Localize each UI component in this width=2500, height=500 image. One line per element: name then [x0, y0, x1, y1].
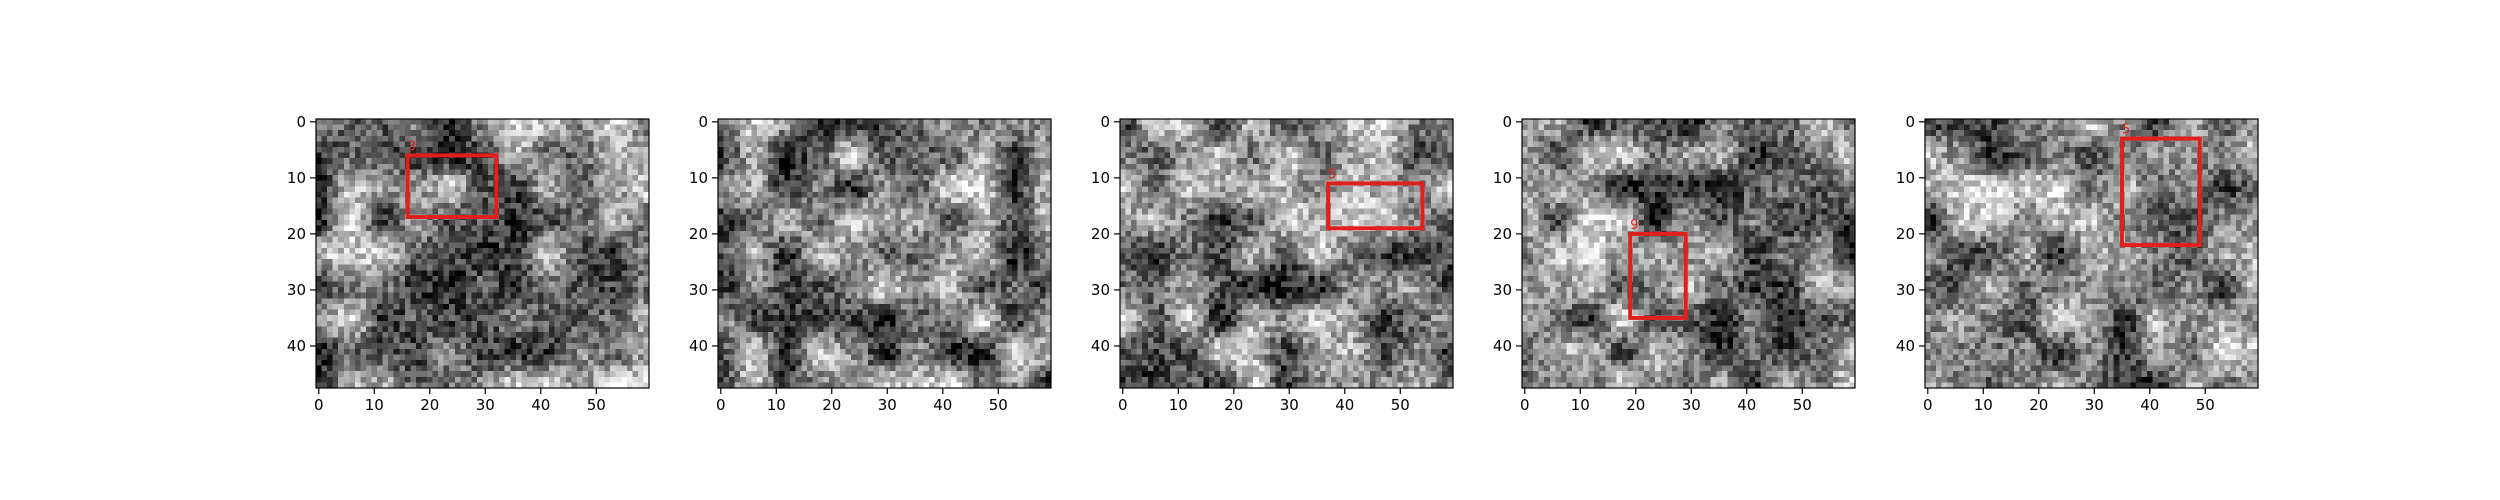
x-tick-label: 10 — [1571, 396, 1590, 414]
image-pixels — [316, 119, 649, 388]
y-tick-label: 40 — [1896, 337, 1915, 355]
bounding-box — [405, 153, 499, 220]
box-label: 3 — [408, 139, 416, 154]
y-tick-label: 10 — [287, 169, 306, 187]
x-tick-label: 0 — [1923, 396, 1933, 414]
box-label: 5 — [2122, 123, 2130, 138]
x-tick-label: 30 — [476, 396, 495, 414]
y-tick-label: 20 — [1896, 225, 1915, 243]
image-pixels — [1522, 119, 1855, 388]
y-tick-label: 30 — [287, 281, 306, 299]
y-tick-label: 40 — [1493, 337, 1512, 355]
x-tick-label: 50 — [989, 396, 1008, 414]
axes-frame — [315, 118, 650, 389]
x-tick-label: 30 — [1682, 396, 1701, 414]
x-tick-label: 50 — [587, 396, 606, 414]
bounding-box — [2120, 136, 2202, 248]
y-tick-label: 10 — [689, 169, 708, 187]
x-tick-label: 50 — [2196, 396, 2215, 414]
x-tick-label: 30 — [878, 396, 897, 414]
y-tick-label: 0 — [1100, 113, 1110, 131]
y-tick-label: 30 — [1091, 281, 1110, 299]
x-tick-label: 10 — [767, 396, 786, 414]
x-tick-label: 50 — [1391, 396, 1410, 414]
x-tick-label: 40 — [2140, 396, 2159, 414]
x-tick-label: 20 — [2029, 396, 2048, 414]
bounding-box — [1326, 181, 1425, 231]
box-label: 5 — [1328, 167, 1336, 182]
x-tick-label: 40 — [933, 396, 952, 414]
bounding-box — [1628, 231, 1688, 320]
x-tick-label: 20 — [420, 396, 439, 414]
x-tick-label: 20 — [1626, 396, 1645, 414]
image-pixels — [718, 119, 1051, 388]
y-tick-label: 10 — [1091, 169, 1110, 187]
y-tick-label: 0 — [1502, 113, 1512, 131]
y-tick-label: 0 — [1905, 113, 1915, 131]
axes-frame — [717, 118, 1052, 389]
x-tick-label: 0 — [314, 396, 324, 414]
x-tick-label: 40 — [1335, 396, 1354, 414]
y-tick-label: 30 — [689, 281, 708, 299]
axes-frame — [1119, 118, 1454, 389]
y-tick-label: 20 — [1091, 225, 1110, 243]
y-tick-label: 40 — [287, 337, 306, 355]
y-tick-label: 40 — [1091, 337, 1110, 355]
y-tick-label: 10 — [1493, 169, 1512, 187]
image-pixels — [1925, 119, 2258, 388]
y-tick-label: 20 — [287, 225, 306, 243]
x-tick-label: 40 — [531, 396, 550, 414]
y-tick-label: 0 — [698, 113, 708, 131]
y-tick-label: 30 — [1493, 281, 1512, 299]
x-tick-label: 50 — [1793, 396, 1812, 414]
axes-frame — [1924, 118, 2259, 389]
y-tick-label: 30 — [1896, 281, 1915, 299]
x-tick-label: 0 — [716, 396, 726, 414]
x-tick-label: 0 — [1520, 396, 1530, 414]
x-tick-label: 0 — [1118, 396, 1128, 414]
x-tick-label: 20 — [1224, 396, 1243, 414]
x-tick-label: 30 — [2085, 396, 2104, 414]
box-label: 9 — [1630, 218, 1638, 233]
x-tick-label: 20 — [822, 396, 841, 414]
y-tick-label: 0 — [296, 113, 306, 131]
axes-frame — [1521, 118, 1856, 389]
y-tick-label: 40 — [689, 337, 708, 355]
x-tick-label: 10 — [365, 396, 384, 414]
x-tick-label: 10 — [1169, 396, 1188, 414]
y-tick-label: 20 — [1493, 225, 1512, 243]
x-tick-label: 10 — [1974, 396, 1993, 414]
y-tick-label: 20 — [689, 225, 708, 243]
x-tick-label: 40 — [1737, 396, 1756, 414]
x-tick-label: 30 — [1280, 396, 1299, 414]
image-pixels — [1120, 119, 1453, 388]
y-tick-label: 10 — [1896, 169, 1915, 187]
